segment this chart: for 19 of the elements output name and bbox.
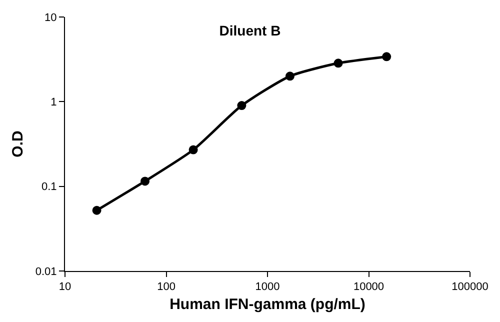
x-axis-title: Human IFN-gamma (pg/mL) — [170, 296, 366, 314]
point — [237, 101, 246, 110]
y-tick-label: 0.1 — [42, 181, 57, 194]
chart-title: Diluent B — [219, 22, 281, 39]
point — [92, 206, 102, 215]
point — [285, 72, 294, 81]
x-tick-label: 100000 — [452, 281, 488, 294]
x-tick-label: 10000 — [353, 281, 384, 294]
y-axis-title: O.D — [10, 130, 27, 158]
y-tick-label: 0.01 — [35, 266, 57, 278]
x-tick-label: 1000 — [255, 281, 280, 294]
point — [382, 52, 392, 62]
y-tick-label: 10 — [44, 12, 57, 24]
x-tick-label: 100 — [157, 281, 176, 294]
point — [188, 145, 198, 154]
x-tick-label: 10 — [58, 281, 72, 294]
point — [140, 176, 150, 186]
point — [334, 58, 343, 68]
y-tick-label: 1 — [50, 96, 57, 109]
